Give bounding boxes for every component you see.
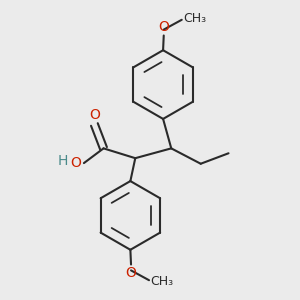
- Text: O: O: [158, 20, 169, 34]
- Text: O: O: [89, 108, 100, 122]
- Text: O: O: [126, 266, 136, 280]
- Text: O: O: [70, 156, 81, 170]
- Text: H: H: [58, 154, 68, 169]
- Text: CH₃: CH₃: [151, 275, 174, 288]
- Text: CH₃: CH₃: [183, 12, 206, 25]
